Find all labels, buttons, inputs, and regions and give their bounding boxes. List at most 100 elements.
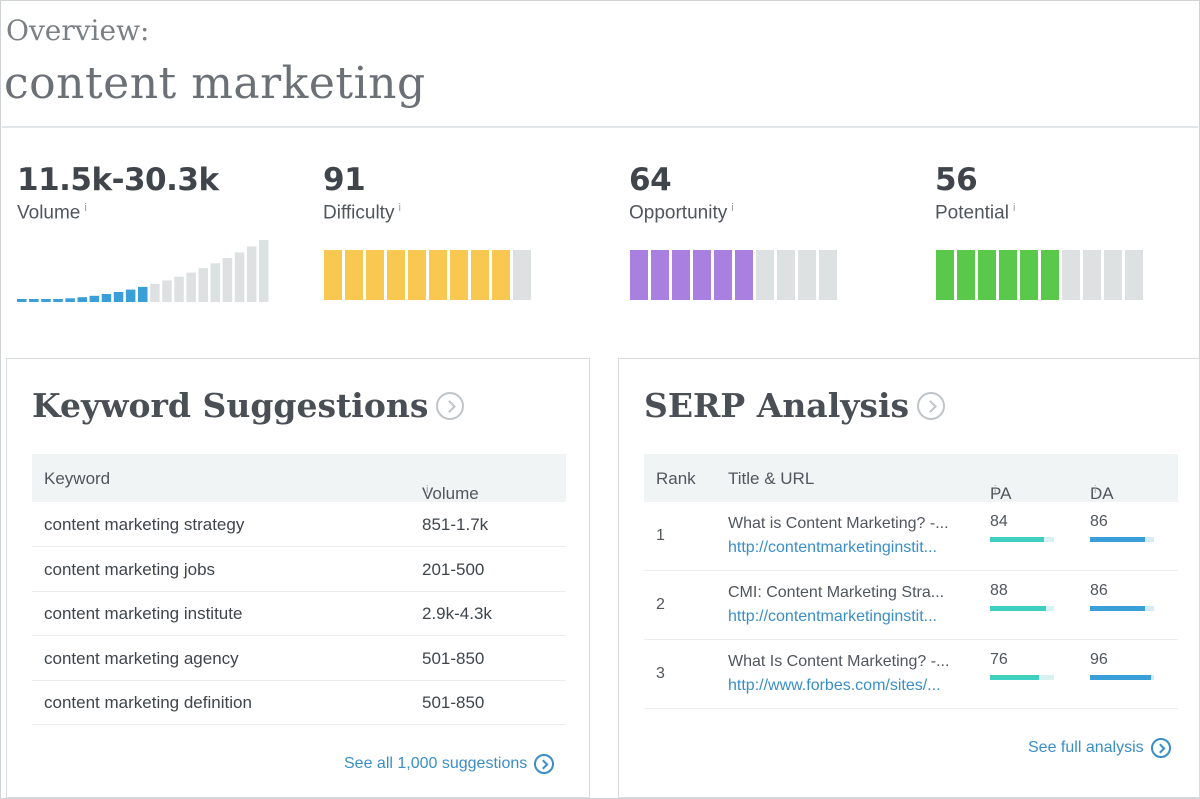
potential-label-text: Potential	[935, 202, 1009, 224]
potential-info-icon[interactable]: i	[1012, 202, 1016, 214]
keyword-text: content marketing jobs	[44, 560, 216, 579]
potential-value: 56	[935, 162, 978, 198]
difficulty-bar-segment	[324, 250, 342, 300]
keyword-row[interactable]: content marketing institute 2.9k-4.3k	[32, 592, 566, 636]
chevron-right-circle-icon	[1150, 738, 1171, 758]
volume-histogram-bar	[222, 258, 233, 302]
serp-da-bar-fill	[1090, 606, 1146, 611]
volume-histogram-bar	[125, 289, 136, 302]
opportunity-bar-segment	[630, 250, 648, 300]
see-full-analysis-label: See full analysis	[1028, 739, 1144, 756]
difficulty-score-bar	[324, 250, 531, 300]
difficulty-bar-segment	[450, 250, 468, 300]
volume-histogram-bar	[17, 299, 27, 302]
keyword-volume: 501-850	[422, 649, 485, 668]
serp-pa-bar	[990, 675, 1054, 680]
opportunity-label: Opportunity i	[629, 202, 889, 224]
serp-da-bar	[1090, 537, 1154, 542]
pa-info-icon[interactable]: i	[994, 484, 997, 496]
volume-histogram-bar	[234, 252, 245, 302]
opportunity-bar-segment	[651, 250, 669, 300]
serp-result-url[interactable]: http://contentmarketinginstit...	[728, 608, 937, 625]
volume-column-info-icon[interactable]: i	[426, 484, 429, 496]
potential-bar-segment	[999, 250, 1017, 300]
volume-histogram-bar	[210, 263, 221, 302]
volume-histogram-bar	[138, 286, 148, 302]
keyword-column-header[interactable]: Keyword	[44, 469, 111, 488]
potential-label: Potential i	[935, 202, 1195, 224]
serp-table-header: Rank Title & URL PA i DA i	[644, 454, 1178, 503]
difficulty-bar-segment	[471, 250, 489, 300]
metric-difficulty: 91 Difficulty i	[323, 162, 583, 224]
keyword-row[interactable]: content marketing agency 501-850	[32, 637, 566, 681]
serp-result-url[interactable]: http://contentmarketinginstit...	[728, 539, 937, 556]
difficulty-label: Difficulty i	[323, 202, 583, 224]
serp-pa-bar-fill	[990, 606, 1047, 611]
difficulty-bar-segment	[429, 250, 447, 300]
difficulty-bar-segment	[513, 250, 531, 300]
volume-histogram-bar	[186, 272, 196, 302]
metric-potential: 56 Potential i	[935, 162, 1195, 224]
keyword-row[interactable]: content marketing definition 501-850	[32, 681, 566, 725]
opportunity-bar-segment	[735, 250, 753, 300]
serp-da-bar-fill	[1090, 675, 1152, 680]
serp-row: 3 What Is Content Marketing? -... http:/…	[644, 641, 1178, 709]
serp-pa-value: 76	[990, 651, 1008, 668]
keyword-volume: 2.9k-4.3k	[422, 604, 492, 623]
volume-histogram-bar	[41, 299, 51, 302]
difficulty-value: 91	[323, 162, 366, 198]
serp-da-value: 96	[1090, 651, 1108, 668]
chevron-right-circle-icon	[534, 754, 555, 774]
volume-histogram-bar	[113, 292, 124, 302]
opportunity-label-text: Opportunity	[629, 202, 728, 224]
potential-score-bar	[936, 250, 1143, 300]
volume-histogram-bar	[246, 246, 257, 302]
volume-histogram-bar	[53, 299, 63, 302]
serp-da-bar-fill	[1090, 537, 1146, 542]
keyword-row[interactable]: content marketing jobs 201-500	[32, 548, 566, 592]
chevron-right-circle-icon[interactable]	[436, 391, 465, 420]
volume-histogram	[17, 236, 273, 302]
opportunity-bar-segment	[819, 250, 837, 300]
chevron-right-circle-icon[interactable]	[917, 391, 946, 420]
serp-da-bar	[1090, 675, 1154, 680]
potential-bar-segment	[957, 250, 975, 300]
serp-rank: 3	[656, 665, 665, 682]
potential-bar-segment	[1104, 250, 1122, 300]
difficulty-bar-segment	[345, 250, 363, 300]
volume-value: 11.5k-30.3k	[17, 162, 219, 198]
keyword-row[interactable]: content marketing strategy 851-1.7k	[32, 503, 566, 547]
volume-histogram-bar	[65, 298, 75, 302]
header-divider	[2, 126, 1198, 128]
keyword-text: content marketing agency	[44, 649, 239, 668]
keyword-volume: 201-500	[422, 560, 485, 579]
opportunity-bar-segment	[693, 250, 711, 300]
volume-histogram-graphic	[17, 240, 269, 302]
da-info-icon[interactable]: i	[1094, 484, 1097, 496]
serp-rank: 2	[656, 596, 665, 613]
volume-info-icon[interactable]: i	[84, 202, 87, 214]
serp-result-url[interactable]: http://www.forbes.com/sites/...	[728, 677, 941, 694]
serp-row: 2 CMI: Content Marketing Stra... http://…	[644, 572, 1178, 640]
opportunity-info-icon[interactable]: i	[731, 202, 734, 214]
serp-pa-bar	[990, 537, 1054, 542]
pa-column-text: PA	[990, 484, 1012, 503]
volume-histogram-bar	[150, 283, 160, 302]
serp-da-value: 86	[1090, 582, 1108, 599]
metric-opportunity: 64 Opportunity i	[629, 162, 889, 224]
volume-column-text: Volume	[422, 484, 479, 503]
see-all-suggestions-link[interactable]: See all 1,000 suggestions	[344, 754, 555, 774]
rank-column-header[interactable]: Rank	[656, 469, 696, 488]
serp-result-title: CMI: Content Marketing Stra...	[728, 584, 945, 601]
difficulty-bar-segment	[408, 250, 426, 300]
keyword-text: content marketing strategy	[44, 515, 245, 534]
serp-pa-bar	[990, 606, 1054, 611]
opportunity-bar-segment	[798, 250, 816, 300]
difficulty-bar-segment	[366, 250, 384, 300]
difficulty-info-icon[interactable]: i	[398, 202, 401, 214]
keyword-volume: 501-850	[422, 693, 485, 712]
keyword-text: content marketing institute	[44, 604, 243, 623]
see-full-analysis-link[interactable]: See full analysis	[1028, 738, 1171, 758]
volume-histogram-bar	[101, 294, 112, 302]
title-url-column-header[interactable]: Title & URL	[728, 469, 815, 488]
